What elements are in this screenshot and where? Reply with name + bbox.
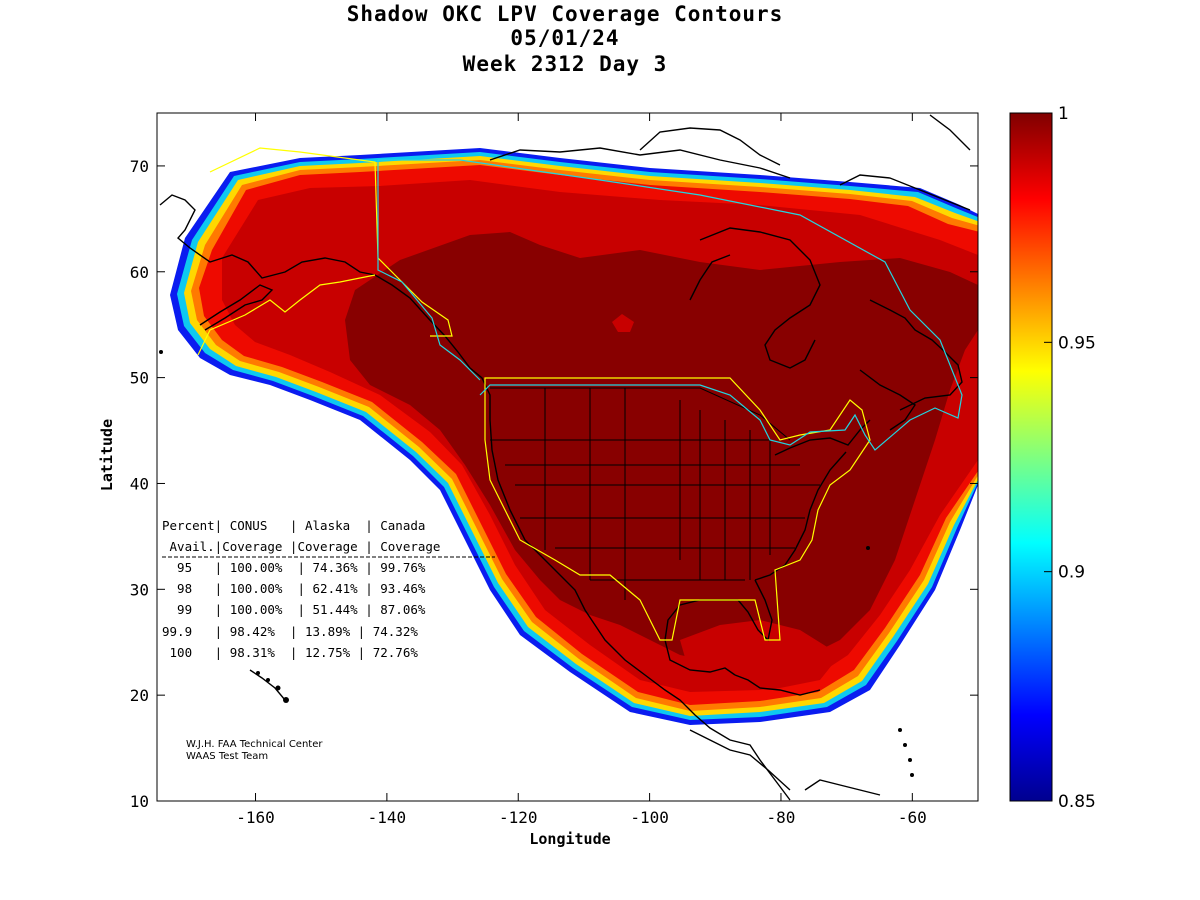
map-week-day: Week 2312 Day 3 [462,52,668,76]
colorbar-tick-label: 1 [1058,104,1069,124]
y-tick-label: 70 [130,157,149,176]
table-row: 95 | 100.00% | 74.36% | 99.76% [162,560,426,575]
contour-red-pocket-north [612,314,634,332]
table-row: 99.9 | 98.42% | 13.89% | 74.32% [162,624,418,639]
x-tick-label: -100 [630,808,669,827]
plot-frame [156,112,979,802]
colorbar-tick-label: 0.95 [1058,333,1096,353]
contour-red-pocket-gulf [680,620,840,690]
y-tick-label: 30 [130,580,149,599]
fir-boundaries-cyan [377,159,963,451]
table-row: 98 | 100.00% | 62.41% | 93.46% [162,581,426,596]
map-title: Shadow OKC LPV Coverage Contours [346,2,784,26]
table-row: 100 | 98.31% | 12.75% | 72.76% [162,645,418,660]
contour-darkred-core [345,232,978,665]
colorbar [1009,112,1053,802]
table-header-1: Percent| CONUS | Alaska | Canada [162,518,425,533]
x-tick-label: -60 [898,808,927,827]
state-borders [490,387,820,600]
y-axis-label: Latitude [98,419,116,491]
credit-line-2: WAAS Test Team [186,751,268,762]
y-tick-label: 60 [130,263,149,282]
table-header-2: Avail.|Coverage |Coverage | Coverage [162,539,440,554]
islands [159,350,914,777]
map-date: 05/01/24 [510,26,620,50]
colorbar-tick-label: 0.85 [1058,792,1096,812]
coverage-table: Percent| CONUS | Alaska | Canada Avail.|… [162,518,495,660]
colorbar-tick-label: 0.9 [1058,563,1085,583]
y-tick-label: 10 [130,792,149,811]
axis-ticks: -160 -140 -120 -100 -80 -60 10 20 30 40 50 60 70 [130,113,978,827]
x-tick-label: -160 [236,808,275,827]
table-row: 99 | 100.00% | 51.44% | 87.06% [162,602,426,617]
y-tick-label: 50 [130,369,149,388]
y-tick-label: 40 [130,474,149,493]
x-tick-label: -140 [368,808,407,827]
x-axis-label: Longitude [529,830,610,848]
credit-line-1: W.J.H. FAA Technical Center [186,739,323,750]
x-tick-label: -80 [767,808,796,827]
coastlines [159,114,971,801]
x-tick-label: -120 [499,808,538,827]
colorbar-ticks: 1 0.95 0.9 0.85 [1044,104,1096,812]
y-tick-label: 20 [130,686,149,705]
coverage-contours [159,114,978,801]
